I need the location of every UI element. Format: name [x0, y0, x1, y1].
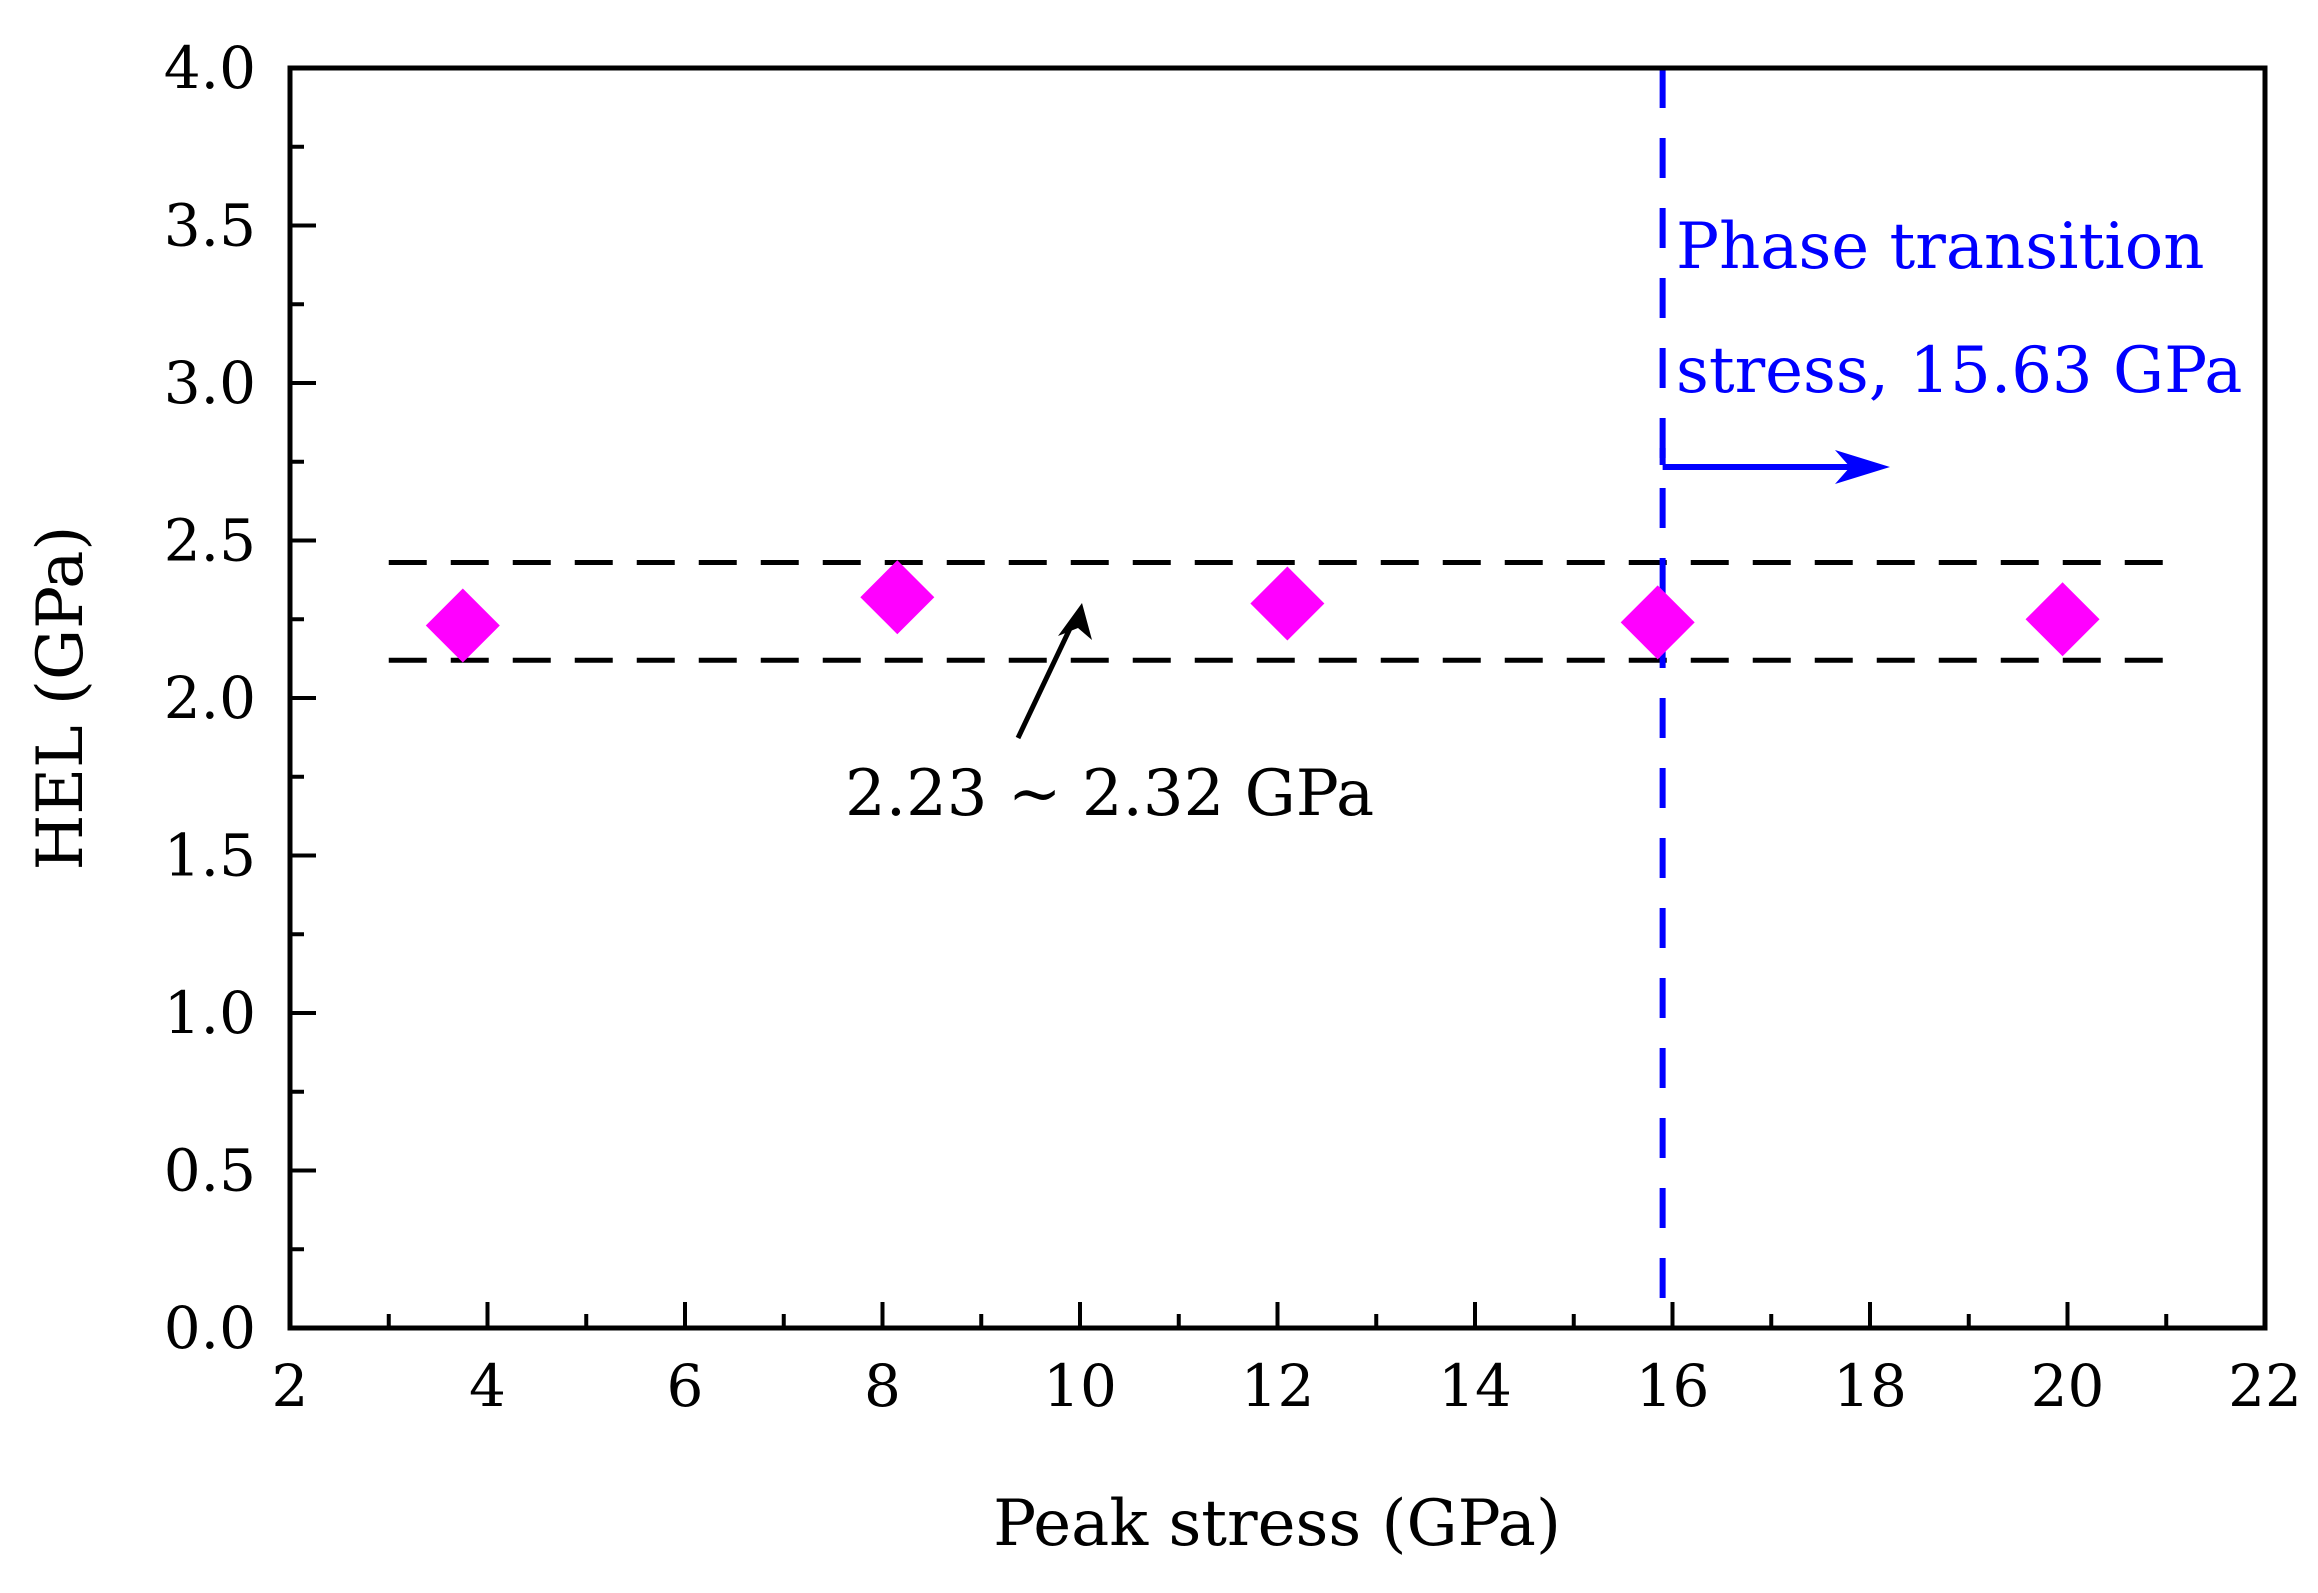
phase-arrowhead	[1835, 450, 1890, 484]
x-tick-label: 12	[1241, 1352, 1315, 1420]
y-tick-label: 2.5	[164, 507, 256, 575]
plot-frame	[287, 65, 2268, 1331]
y-tick-label: 3.0	[164, 349, 256, 417]
data-point	[425, 588, 500, 663]
band-annotation-label: 2.23 ~ 2.32 GPa	[845, 757, 1374, 831]
x-tick-label: 22	[2228, 1352, 2302, 1420]
data-point	[2025, 582, 2100, 657]
y-tick-label: 0.0	[164, 1294, 256, 1362]
x-tick-label: 14	[1438, 1352, 1512, 1420]
x-tick-label: 20	[2031, 1352, 2105, 1420]
tick-labels: 2 4 6 8 10 12 14 16 18 20 22 0.0 0.5 1.0 1.5 2.0 2.5 3.0 3…	[164, 34, 2302, 1420]
x-tick-label: 16	[1636, 1352, 1710, 1420]
x-tick-label: 8	[864, 1352, 901, 1420]
data-point	[860, 560, 935, 635]
data-points	[425, 560, 2100, 663]
y-tick-label: 0.5	[164, 1137, 256, 1205]
x-tick-label: 2	[272, 1352, 309, 1420]
y-tick-label: 4.0	[164, 34, 256, 102]
y-axis-title: HEL (GPa)	[24, 526, 98, 871]
y-tick-label: 1.5	[164, 822, 256, 890]
phase-annotation-line1: Phase transition	[1676, 210, 2204, 284]
y-tick-label: 1.0	[164, 979, 256, 1047]
annotation-arrows	[1015, 448, 1890, 740]
x-tick-label: 18	[1833, 1352, 1907, 1420]
y-tick-label: 3.5	[164, 192, 256, 260]
y-tick-label: 2.0	[164, 664, 256, 732]
data-point	[1250, 566, 1325, 641]
x-tick-label: 6	[667, 1352, 704, 1420]
x-axis-title: Peak stress (GPa)	[993, 1487, 1561, 1561]
phase-annotation-line2: stress, 15.63 GPa	[1676, 334, 2242, 408]
x-tick-label: 4	[469, 1352, 506, 1420]
x-tick-label: 10	[1043, 1352, 1117, 1420]
data-point	[1620, 585, 1695, 660]
band-arrow-shaft	[1015, 618, 1077, 740]
reference-lines	[388, 68, 2167, 1328]
band-arrowhead	[1058, 603, 1092, 640]
